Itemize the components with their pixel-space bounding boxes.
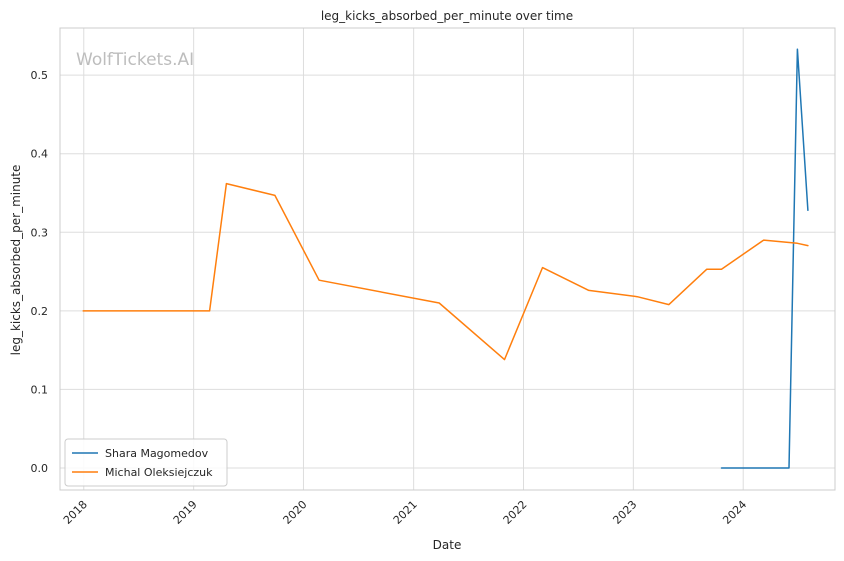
- series-lines: [82, 48, 809, 469]
- legend-box: [64, 438, 228, 487]
- series-line-michal-oleksiejczuk: [82, 182, 809, 361]
- plot-area: [59, 27, 836, 491]
- y-axis-title: leg_kicks_absorbed_per_minute: [9, 165, 23, 356]
- x-axis-title: Date: [433, 538, 462, 552]
- y-tick-label-0.0: 0.0: [31, 462, 49, 475]
- chart-title: leg_kicks_absorbed_per_minute over time: [321, 9, 573, 23]
- y-axis-ticks: 0.0 0.1 0.2 0.3 0.4 0.5: [31, 69, 49, 475]
- watermark: WolfTickets.AI: [76, 50, 194, 70]
- y-tick-label-0.4: 0.4: [31, 148, 49, 161]
- y-tick-label-0.2: 0.2: [31, 305, 49, 318]
- y-tick-label-0.3: 0.3: [31, 226, 49, 239]
- series-line-shara-magomedov: [720, 48, 809, 469]
- legend: Shara Magomedov Michal Oleksiejczuk: [64, 438, 228, 487]
- legend-label-michal-oleksiejczuk: Michal Oleksiejczuk: [105, 466, 213, 479]
- legend-label-shara-magomedov: Shara Magomedov: [105, 447, 209, 460]
- y-tick-label-0.5: 0.5: [31, 69, 49, 82]
- y-tick-label-0.1: 0.1: [31, 383, 49, 396]
